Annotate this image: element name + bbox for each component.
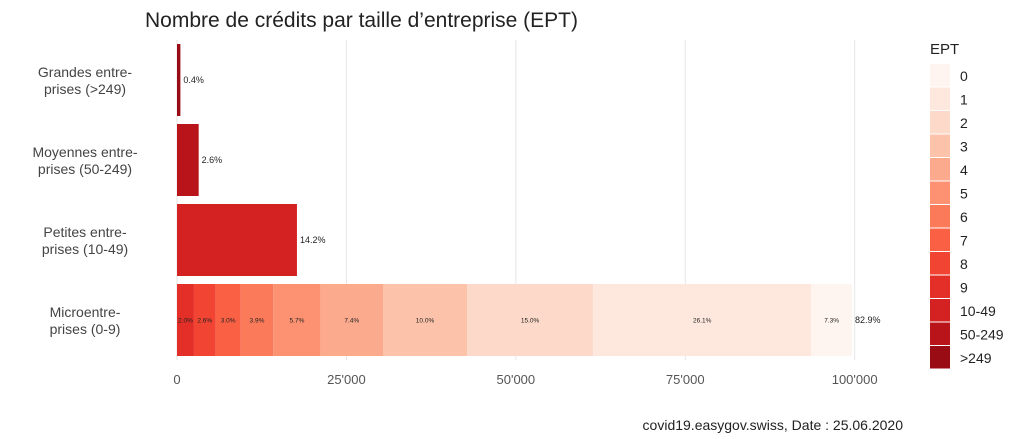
legend-swatch — [930, 181, 950, 204]
bar-segment — [273, 284, 321, 356]
total-label: 82.9% — [855, 315, 881, 325]
bar-segment — [177, 124, 199, 196]
caption: covid19.easygov.swiss, Date : 25.06.2020 — [643, 417, 904, 433]
category-label: Microentre-prises (0-9) — [50, 304, 121, 337]
segment-label: 3.0% — [221, 318, 236, 325]
legend-swatch — [930, 134, 950, 157]
legend-label: 6 — [960, 209, 968, 225]
segment-label: 2.6% — [197, 318, 212, 325]
total-label: 2.6% — [202, 155, 223, 165]
legend-swatch — [930, 111, 950, 134]
legend-swatch — [930, 299, 950, 322]
total-label: 14.2% — [300, 235, 326, 245]
bar-segment — [177, 204, 297, 276]
legend-label: 50-249 — [960, 326, 1004, 342]
bar-segment — [177, 284, 194, 356]
legend: EPT 0 1 2 3 4 5 6 7 8 9 10-49 50-249 >249 — [930, 41, 1004, 369]
x-tick-label: 0 — [173, 372, 180, 387]
segment-label: 5.7% — [290, 318, 305, 325]
legend-label: 9 — [960, 279, 968, 295]
bar-segment — [193, 284, 216, 356]
legend-label: 3 — [960, 138, 968, 154]
segment-label: 10.0% — [416, 318, 435, 325]
segment-label: 7.3% — [824, 318, 839, 325]
legend-label: 10-49 — [960, 303, 996, 319]
x-tick-label: 100'000 — [832, 372, 878, 387]
x-tick-label: 50'000 — [497, 372, 536, 387]
x-tick-label: 25'000 — [327, 372, 366, 387]
bar-labels: Grandes entre-prises (>249) Moyennes entr… — [32, 64, 880, 337]
legend-swatch — [930, 158, 950, 181]
category-label: Moyennes entre-prises (50-249) — [32, 144, 137, 177]
bars — [177, 44, 852, 356]
segment-label: 7.4% — [344, 318, 359, 325]
bar-segment — [320, 284, 384, 356]
legend-swatch — [930, 87, 950, 110]
legend-swatch — [930, 322, 950, 345]
legend-swatch — [930, 275, 950, 298]
legend-label: 2 — [960, 115, 968, 131]
category-label: Petites entre-prises (10-49) — [42, 224, 128, 257]
legend-swatch — [930, 252, 950, 275]
legend-title: EPT — [930, 41, 959, 58]
legend-swatch — [930, 228, 950, 251]
bar-segment — [240, 284, 274, 356]
category-label: Grandes entre-prises (>249) — [38, 64, 132, 97]
bar-segment — [383, 284, 468, 356]
segment-label: 3.9% — [250, 318, 265, 325]
legend-label: 4 — [960, 162, 968, 178]
segment-label: 15.0% — [521, 318, 540, 325]
legend-label: 7 — [960, 232, 968, 248]
legend-label: 8 — [960, 256, 968, 272]
legend-label: 1 — [960, 91, 968, 107]
segment-label: 2.0% — [178, 318, 193, 325]
x-tick-label: 75'000 — [666, 372, 705, 387]
segment-label: 26.1% — [693, 318, 712, 325]
total-label: 0.4% — [183, 75, 204, 85]
legend-label: 5 — [960, 185, 968, 201]
bar-segment — [593, 284, 812, 356]
legend-label: 0 — [960, 68, 968, 84]
legend-label: >249 — [960, 350, 992, 366]
bar-segment — [177, 44, 181, 116]
legend-swatch — [930, 346, 950, 369]
bar-segment — [811, 284, 852, 356]
legend-swatch — [930, 64, 950, 87]
x-axis: 0 25'000 50'000 75'000 100'000 — [173, 372, 877, 387]
bar-segment — [467, 284, 594, 356]
legend-swatch — [930, 205, 950, 228]
chart-title: Nombre de crédits par taille d’entrepris… — [145, 9, 578, 32]
bar-segment — [215, 284, 241, 356]
